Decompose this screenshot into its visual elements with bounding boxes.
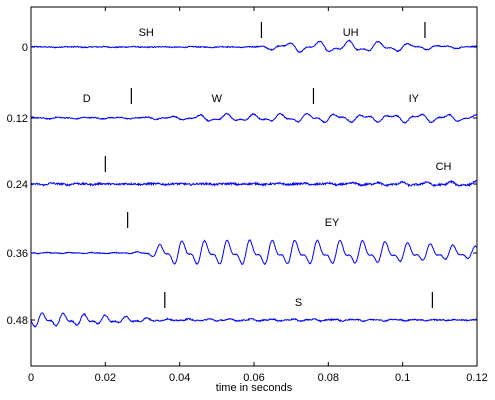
plot-frame	[30, 6, 478, 367]
phoneme-label: D	[83, 93, 91, 105]
x-tick-label: 0.12	[466, 372, 487, 384]
x-tick-label: 0	[28, 372, 34, 384]
x-tick-label: 0.06	[243, 372, 264, 384]
phoneme-label: CH	[436, 161, 452, 173]
phoneme-label: UH	[343, 27, 359, 39]
waveform-row-1	[30, 112, 478, 124]
waveform-rows	[30, 39, 478, 328]
x-axis-label: time in seconds	[216, 382, 293, 394]
y-tick-label: 0.48	[7, 315, 28, 327]
phoneme-label: EY	[325, 217, 340, 229]
phoneme-label: W	[212, 93, 223, 105]
y-tick-label: 0.24	[7, 179, 28, 191]
segment-markers: SH UH D W IY CH EY S	[83, 22, 452, 309]
phoneme-label: S	[295, 297, 302, 309]
y-tick-label: 0.36	[7, 248, 28, 260]
waveform-row-2	[30, 179, 478, 188]
y-tick-label: 0	[22, 42, 28, 54]
x-tick-label: 0.02	[95, 372, 116, 384]
x-tick-label: 0.08	[318, 372, 339, 384]
y-tick-label: 0.12	[7, 113, 28, 125]
x-tick-label: 0.1	[395, 372, 410, 384]
waveform-row-0	[30, 39, 478, 54]
phoneme-label: IY	[409, 93, 420, 105]
axis-ticks: 0 0.02 0.04 0.06 0.08 0.1 0.12 0 0.12 0.24 0.36 0.4…	[7, 7, 488, 384]
x-tick-label: 0.04	[169, 372, 190, 384]
waveform-row-4	[30, 312, 478, 328]
phoneme-label: SH	[139, 27, 154, 39]
waveform-row-3	[30, 239, 478, 266]
